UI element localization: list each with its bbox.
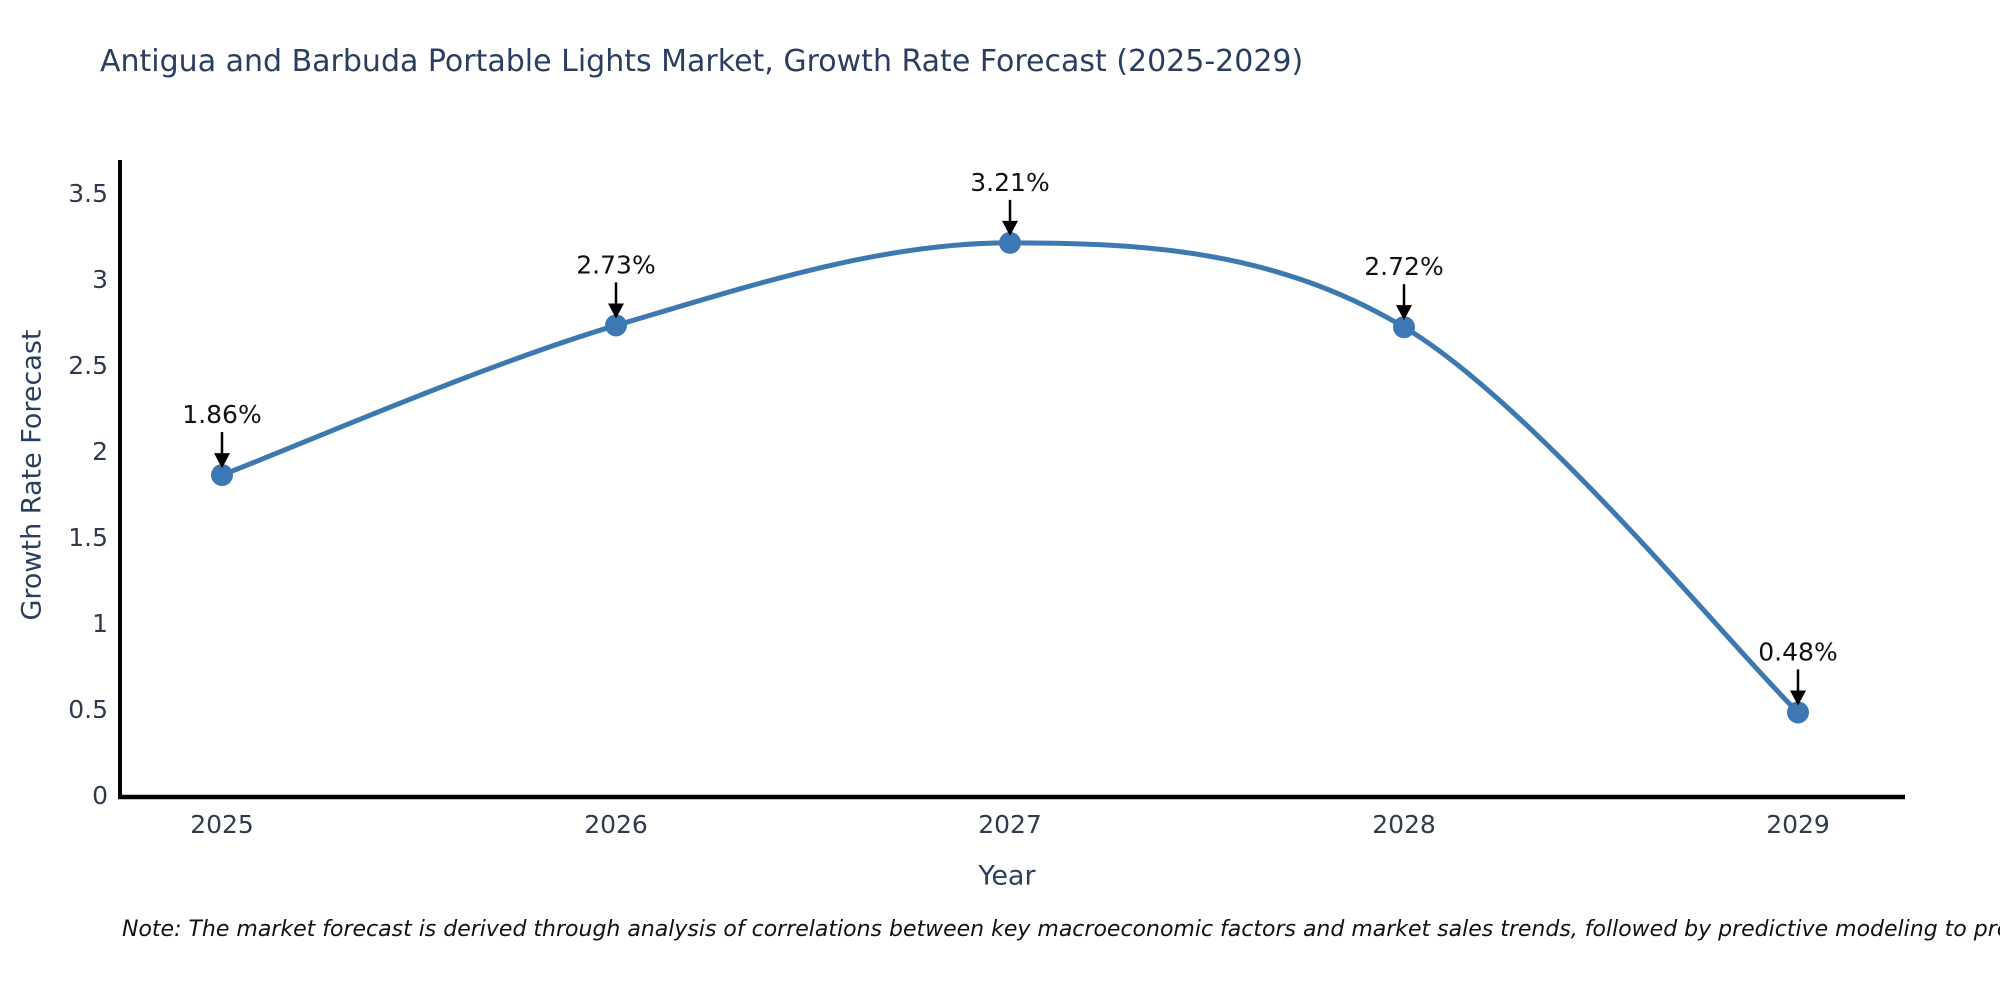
annotation-arrowhead-icon [1396,305,1412,321]
data-point-marker[interactable] [605,314,627,337]
x-tick-label: 2028 [1372,810,1436,839]
data-point-marker[interactable] [1393,316,1415,339]
annotation-arrowhead-icon [1002,220,1018,236]
y-tick-label: 0 [92,781,108,810]
data-point-label: 3.21% [970,168,1049,197]
x-tick-label: 2026 [584,810,648,839]
x-tick-label: 2027 [978,810,1042,839]
annotation-arrowhead-icon [1790,690,1806,706]
y-tick-label: 2.5 [68,351,108,380]
y-tick-label: 3.5 [68,179,108,208]
annotation-arrowhead-icon [608,303,624,319]
data-point-label: 1.86% [182,400,261,429]
y-axis-title: Growth Rate Forecast [16,329,48,621]
x-axis-title: Year [978,860,1036,892]
x-tick-label: 2029 [1766,810,1830,839]
data-point-label: 2.73% [576,250,655,279]
y-tick-label: 3 [92,265,108,294]
x-tick-label: 2025 [190,810,254,839]
y-tick-label: 2 [92,437,108,466]
data-point-label: 2.72% [1364,252,1443,281]
data-point-marker[interactable] [211,464,233,487]
y-tick-label: 1.5 [68,523,108,552]
footnote: Note: The market forecast is derived thr… [122,917,2000,942]
data-point-marker[interactable] [999,231,1021,254]
chart-title: Antigua and Barbuda Portable Lights Mark… [100,44,1304,79]
data-point-label: 0.48% [1758,637,1837,666]
y-tick-label: 0.5 [68,695,108,724]
annotation-arrowhead-icon [214,453,230,469]
data-point-marker[interactable] [1787,701,1809,724]
y-tick-label: 1 [92,609,108,638]
forecast-line [219,240,1801,715]
